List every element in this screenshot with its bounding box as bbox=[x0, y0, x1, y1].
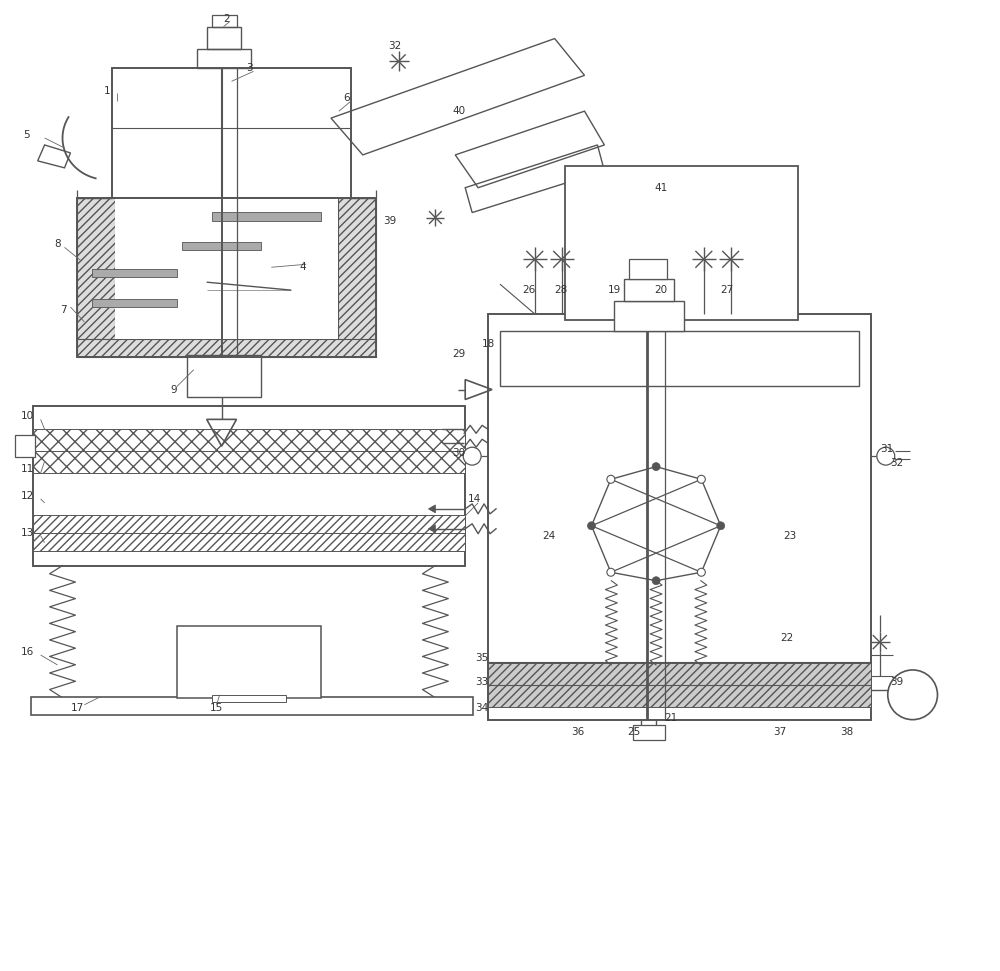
Text: 23: 23 bbox=[783, 531, 797, 541]
Circle shape bbox=[463, 448, 481, 465]
Bar bbox=[207, 26, 241, 49]
Bar bbox=[338, 198, 376, 342]
Bar bbox=[500, 331, 859, 385]
Text: 14: 14 bbox=[468, 494, 481, 504]
Circle shape bbox=[717, 521, 725, 530]
Text: 31: 31 bbox=[880, 444, 893, 454]
Text: 39: 39 bbox=[383, 216, 396, 225]
Bar bbox=[92, 269, 177, 277]
Bar bbox=[33, 533, 465, 551]
Text: 1: 1 bbox=[104, 86, 111, 96]
Text: 24: 24 bbox=[542, 531, 555, 541]
Text: 7: 7 bbox=[61, 305, 67, 315]
Circle shape bbox=[877, 448, 895, 465]
Bar bbox=[92, 299, 177, 307]
Bar bbox=[197, 49, 251, 68]
Text: 27: 27 bbox=[721, 285, 734, 295]
Bar bbox=[633, 724, 665, 740]
Text: 37: 37 bbox=[773, 726, 787, 737]
Text: 9: 9 bbox=[170, 385, 177, 394]
Text: 5: 5 bbox=[23, 130, 29, 140]
Circle shape bbox=[607, 568, 615, 576]
Circle shape bbox=[697, 476, 705, 484]
Bar bbox=[182, 243, 261, 251]
Text: 41: 41 bbox=[654, 183, 667, 192]
Text: 20: 20 bbox=[654, 285, 667, 295]
Text: 39: 39 bbox=[890, 677, 903, 686]
Bar bbox=[112, 68, 351, 198]
Bar bbox=[614, 301, 684, 331]
Text: 29: 29 bbox=[452, 349, 466, 358]
Text: 26: 26 bbox=[522, 285, 535, 295]
Text: 10: 10 bbox=[21, 412, 34, 421]
Text: 19: 19 bbox=[607, 285, 621, 295]
Polygon shape bbox=[428, 505, 435, 513]
Circle shape bbox=[652, 462, 660, 471]
Text: 28: 28 bbox=[555, 285, 568, 295]
Text: 6: 6 bbox=[343, 93, 350, 103]
Text: 32: 32 bbox=[389, 41, 402, 50]
Text: 8: 8 bbox=[55, 240, 61, 250]
Circle shape bbox=[652, 577, 660, 585]
Bar bbox=[33, 452, 465, 473]
Text: 33: 33 bbox=[475, 677, 488, 686]
Polygon shape bbox=[428, 524, 435, 533]
Text: 38: 38 bbox=[840, 726, 853, 737]
Text: 17: 17 bbox=[70, 703, 84, 713]
Circle shape bbox=[587, 521, 595, 530]
Bar bbox=[33, 429, 465, 452]
Bar bbox=[77, 198, 115, 342]
Bar bbox=[77, 198, 376, 356]
Bar bbox=[565, 166, 798, 320]
Text: 18: 18 bbox=[482, 339, 495, 349]
Bar bbox=[15, 435, 35, 457]
Text: 22: 22 bbox=[780, 633, 794, 643]
Text: 40: 40 bbox=[452, 106, 465, 117]
Bar bbox=[624, 280, 674, 301]
Bar bbox=[212, 15, 237, 26]
Circle shape bbox=[888, 670, 937, 720]
Text: 16: 16 bbox=[21, 647, 34, 657]
Bar bbox=[488, 314, 871, 720]
Bar bbox=[212, 695, 286, 702]
Text: 2: 2 bbox=[224, 14, 230, 23]
Bar bbox=[212, 212, 321, 220]
Text: 3: 3 bbox=[246, 63, 253, 74]
Text: 13: 13 bbox=[21, 527, 34, 538]
Bar bbox=[115, 198, 338, 339]
Text: 35: 35 bbox=[475, 653, 488, 663]
Text: 25: 25 bbox=[627, 726, 641, 737]
Bar bbox=[488, 663, 871, 685]
Bar bbox=[177, 626, 321, 698]
Text: 34: 34 bbox=[475, 703, 488, 713]
Text: 12: 12 bbox=[21, 491, 34, 501]
Circle shape bbox=[697, 568, 705, 576]
Text: 4: 4 bbox=[299, 262, 306, 272]
Bar bbox=[488, 685, 871, 707]
Bar bbox=[187, 354, 261, 396]
Text: 11: 11 bbox=[21, 464, 34, 474]
Bar bbox=[33, 515, 465, 533]
Text: 32: 32 bbox=[890, 458, 903, 468]
Text: 21: 21 bbox=[664, 713, 677, 722]
Bar bbox=[33, 407, 465, 565]
Bar bbox=[629, 259, 667, 280]
Text: 36: 36 bbox=[572, 726, 585, 737]
Circle shape bbox=[607, 476, 615, 484]
Text: 30: 30 bbox=[452, 449, 465, 458]
Text: 15: 15 bbox=[210, 703, 223, 713]
Bar bbox=[31, 697, 473, 715]
Bar bbox=[77, 339, 376, 356]
